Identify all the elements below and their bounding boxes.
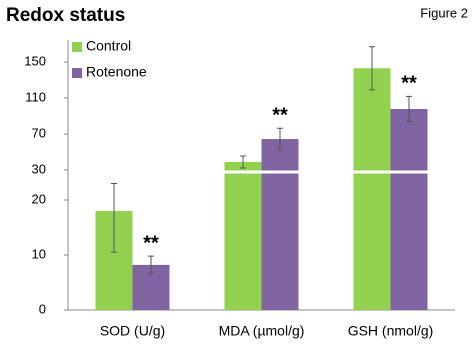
significance: **: [401, 73, 417, 95]
y-tick-label: 150: [24, 53, 46, 68]
error-bar: [111, 183, 117, 253]
y-tick-label: 110: [25, 89, 46, 104]
x-tick-label: MDA (µmol/g): [219, 323, 305, 339]
y-tick-label: 70: [32, 125, 46, 140]
bar: [261, 139, 299, 310]
bar: [224, 161, 262, 310]
error-bar: [240, 155, 246, 169]
error-bar: [277, 127, 283, 151]
y-tick-label: 30: [32, 161, 46, 176]
legend-swatch: [72, 42, 82, 52]
significance: **: [143, 232, 159, 254]
significance: **: [272, 105, 288, 127]
chart-title: Redox status: [6, 5, 125, 26]
legend-swatch: [72, 68, 82, 78]
y-tick-label: 10: [32, 246, 46, 261]
y-tick-label: 20: [32, 191, 46, 206]
x-tick-label: GSH (nmol/g): [348, 323, 434, 339]
x-tick-label: SOD (U/g): [100, 323, 165, 339]
figure-label: Figure 2: [420, 5, 468, 20]
error-bar: [406, 95, 412, 123]
error-bar: [148, 255, 154, 275]
legend-label: Rotenone: [86, 64, 147, 80]
bar: [390, 108, 428, 310]
legend-label: Control: [86, 38, 131, 54]
y-tick-label: 0: [39, 301, 46, 316]
error-bar: [369, 46, 375, 91]
bar: [353, 68, 391, 310]
